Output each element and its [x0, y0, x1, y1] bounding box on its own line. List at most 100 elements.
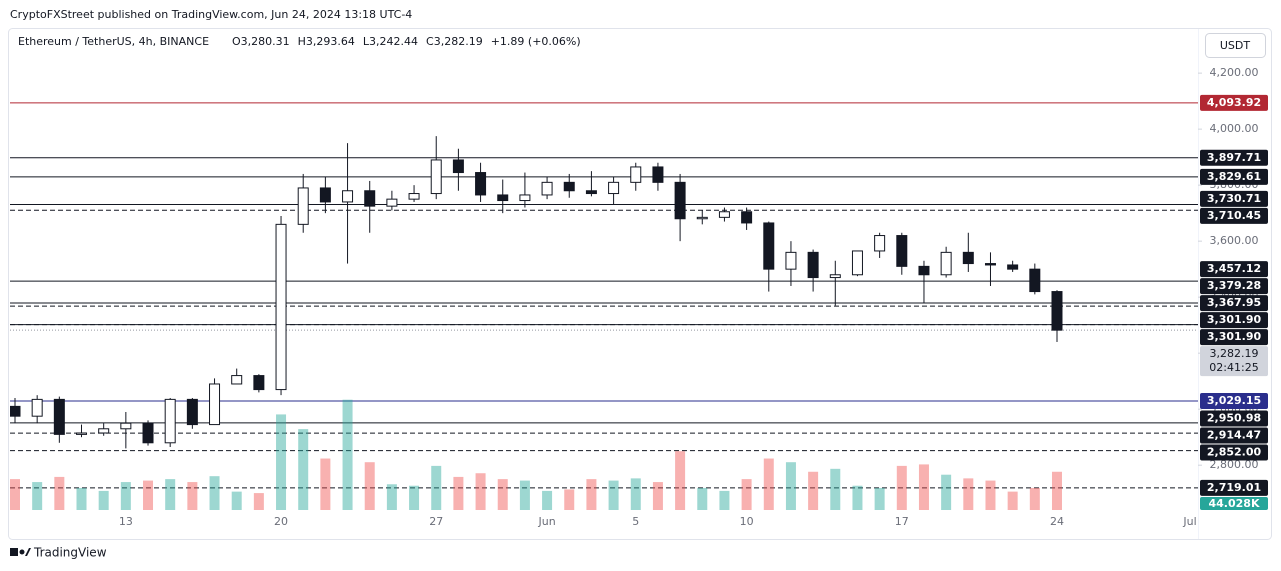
ohlc-value: C3,282.19 [426, 35, 483, 48]
volume-bar [675, 451, 686, 510]
volume-bar [386, 484, 397, 510]
current-price-label: 3,282.19 [1210, 347, 1259, 360]
level-label: 3,710.45 [1207, 209, 1261, 222]
level-label: 3,301.90 [1207, 313, 1262, 326]
volume-bar [120, 482, 131, 510]
volume-bar [276, 414, 287, 510]
level-label-bg [1200, 295, 1268, 312]
volume-bar [1029, 487, 1040, 510]
volume-bar [1007, 491, 1018, 510]
time-axis: 13 20 27 Jun 5 10 17 24 Jul [119, 515, 1197, 528]
volume-bar [564, 489, 575, 510]
volume-label: 44.028K [1209, 497, 1260, 510]
currency-button[interactable] [1205, 33, 1266, 58]
x-tick-label: Jul [1182, 515, 1196, 528]
chart-frame [8, 28, 1272, 540]
volume-bar [10, 479, 20, 510]
candle-body [696, 216, 708, 220]
level-label-bg [1200, 329, 1268, 346]
volume-bar [697, 487, 708, 510]
level-label: 2,719.01 [1207, 481, 1261, 494]
volume-bar [808, 471, 819, 510]
symbol-title: Ethereum / TetherUS, 4h, BINANCE [18, 35, 209, 48]
volume-bar [143, 480, 154, 510]
currency-button-label[interactable]: USDT [1220, 39, 1251, 52]
volume-bar [342, 399, 353, 510]
volume-bar [896, 465, 907, 510]
ohlc-value: O3,280.31 [232, 35, 290, 48]
candle-body [209, 383, 221, 426]
volume-bar [608, 480, 619, 510]
levels [10, 102, 1198, 489]
footer-brand: TradingView [33, 546, 107, 560]
x-tick-label: 24 [1050, 515, 1064, 528]
volume-bar [453, 476, 464, 510]
candle-body [275, 223, 287, 391]
level-label-bg [1200, 94, 1268, 111]
volume-bar [253, 493, 264, 510]
candle-body [674, 181, 686, 220]
volume-bar [231, 491, 242, 510]
candle-body [918, 265, 930, 276]
volume-bar [76, 487, 87, 510]
ohlc-value: +1.89 (+0.06%) [491, 35, 581, 48]
level-label-bg [1200, 393, 1268, 410]
candle-body [142, 422, 154, 444]
candle-body [807, 251, 819, 279]
level-label: 2,914.47 [1207, 429, 1261, 442]
candle-body [984, 263, 996, 266]
level-label: 3,457.12 [1207, 262, 1261, 275]
x-tick-label: 5 [632, 515, 639, 528]
volume-bar [1051, 471, 1062, 510]
attribution: CryptoFXStreet published on TradingView.… [10, 8, 412, 21]
y-tick-label: 4,200.00 [1210, 66, 1259, 79]
candle-body [342, 190, 354, 203]
level-label: 3,301.90 [1207, 330, 1262, 343]
volume-bar [941, 474, 952, 510]
logo [10, 548, 31, 556]
level-label-bg [1200, 444, 1268, 461]
volume-bar [298, 429, 309, 510]
level-label: 3,730.71 [1207, 192, 1261, 205]
level-label: 3,367.95 [1207, 296, 1261, 309]
volume-bar [431, 465, 442, 510]
candle-body [741, 211, 753, 224]
logo-mark [19, 549, 25, 555]
candles [10, 136, 1063, 449]
level-label: 3,897.71 [1207, 151, 1261, 164]
volume-bar [586, 479, 597, 510]
volume-bar [32, 482, 43, 510]
x-tick-label: 20 [274, 515, 288, 528]
level-label-bg [1200, 207, 1268, 224]
ohlc-legend: O3,280.31 H3,293.64 L3,242.44 C3,282.19 +1.8… [232, 35, 581, 48]
volume-bar [320, 458, 331, 510]
level-label-bg [1200, 278, 1268, 295]
candle-body [408, 193, 420, 200]
candle-body [364, 190, 376, 207]
candle-body [563, 181, 575, 192]
level-label-bg [1200, 410, 1268, 427]
level-label-bg [1200, 261, 1268, 278]
candle-body [1051, 291, 1063, 331]
x-tick-label: 10 [740, 515, 754, 528]
candle-body [452, 159, 464, 174]
volume-label-bg [1200, 497, 1268, 510]
y-tick-label: 4,000.00 [1210, 122, 1259, 135]
candle-body [630, 166, 642, 183]
volume-bar [830, 468, 841, 510]
candle-body [541, 181, 553, 196]
volume-bar [852, 485, 863, 510]
candle-body [386, 198, 398, 207]
candle-body [962, 251, 974, 265]
candle-body [297, 187, 309, 225]
level-label-bg [1200, 190, 1268, 207]
candle-body [896, 235, 908, 267]
volume-bar [98, 490, 109, 510]
candle-body [98, 428, 110, 434]
current-price-bg [1200, 346, 1268, 377]
volume-bar [985, 480, 996, 510]
candle-body [76, 432, 88, 435]
level-label-bg [1200, 149, 1268, 166]
candle-body [1007, 264, 1019, 270]
volume-bar [630, 478, 641, 510]
